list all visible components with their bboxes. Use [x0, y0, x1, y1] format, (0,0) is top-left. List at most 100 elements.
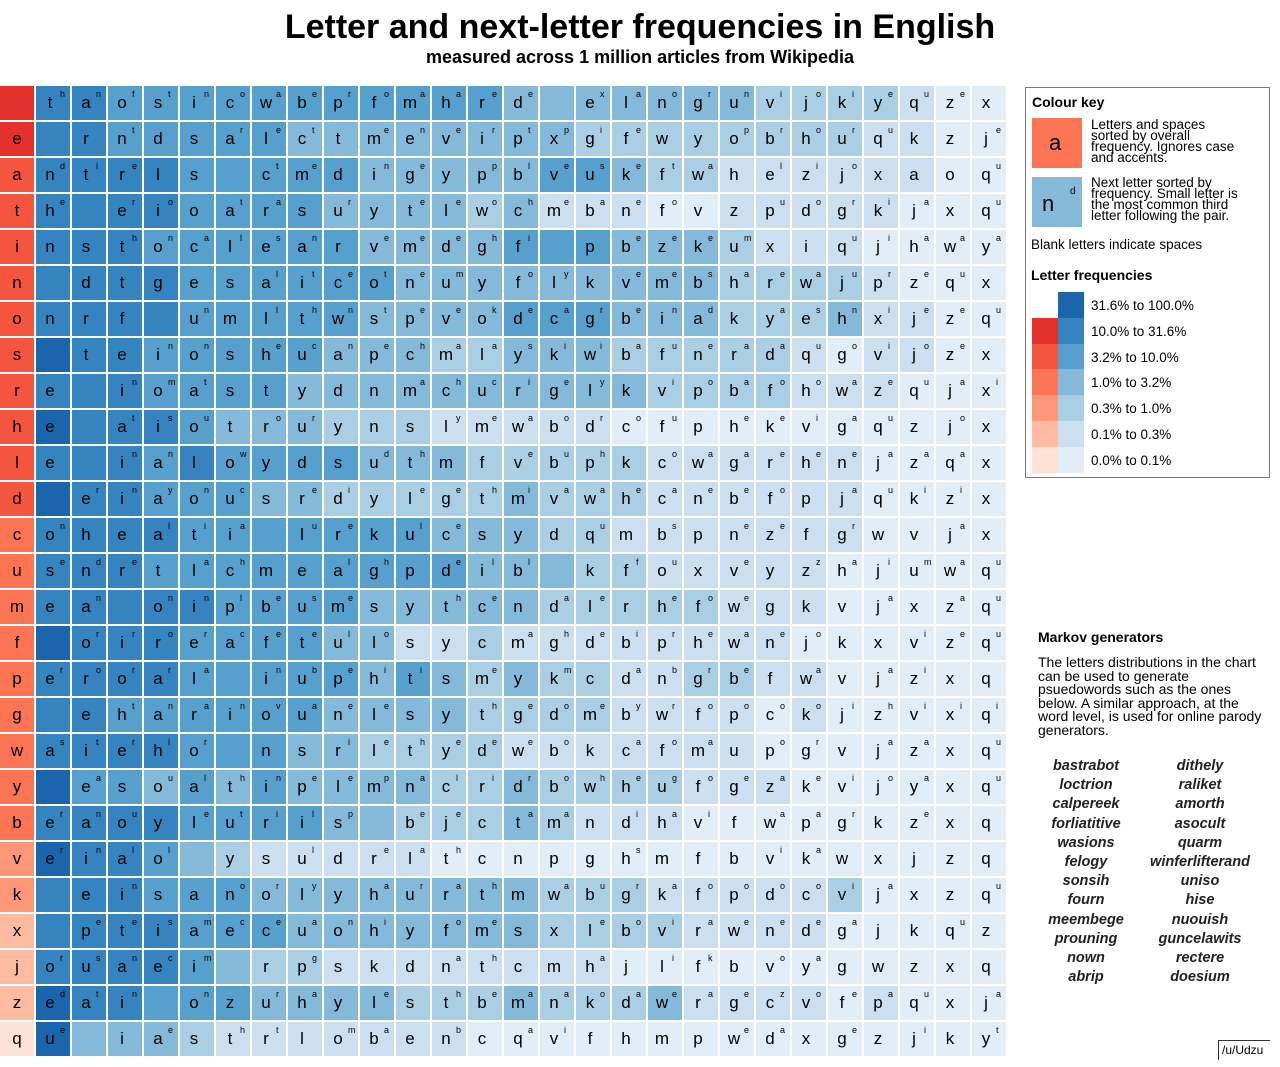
next-letter: v — [837, 597, 847, 616]
row-letter: b — [12, 813, 22, 832]
third-letter: u — [672, 341, 678, 351]
next-letter-cell: d — [72, 266, 106, 300]
third-letter: o — [744, 881, 750, 891]
next-letter-cell: y — [324, 410, 358, 444]
next-letter: r — [767, 273, 773, 292]
blue-bin-swatch — [1058, 369, 1084, 396]
pseudoword: guncelawits — [1158, 930, 1242, 947]
next-letter-cell: c — [576, 662, 610, 696]
next-letter: o — [261, 885, 271, 904]
third-letter: h — [492, 953, 498, 963]
next-letter: j — [840, 273, 844, 292]
next-letter-cell: j — [864, 914, 898, 948]
next-letter: f — [803, 525, 809, 544]
next-letter: x — [981, 525, 991, 544]
third-letter: a — [636, 341, 642, 351]
third-letter: n — [672, 305, 678, 315]
next-letter: a — [81, 93, 91, 112]
next-letter-cell: x — [936, 734, 970, 768]
next-letter: f — [767, 489, 773, 508]
next-letter-cell — [216, 158, 250, 192]
next-letter-cell — [72, 446, 106, 480]
next-letter: p — [369, 345, 379, 364]
third-letter: t — [528, 125, 531, 135]
next-letter-cell: x — [936, 986, 970, 1020]
next-letter-cell: z — [972, 914, 1006, 948]
third-letter: l — [276, 305, 278, 315]
third-letter: d — [384, 449, 390, 459]
next-letter-cell: t — [324, 122, 358, 156]
next-letter: a — [153, 669, 163, 688]
next-letter-cell: c — [468, 626, 502, 660]
row-letter: o — [12, 309, 22, 328]
next-letter: y — [405, 921, 415, 940]
third-letter: g — [312, 953, 318, 963]
third-letter: e — [348, 521, 354, 531]
pseudoword: loctrion — [1059, 777, 1113, 794]
next-letter: h — [837, 309, 847, 328]
third-letter: t — [96, 989, 99, 999]
next-letter-cell — [540, 230, 574, 264]
next-letter: b — [621, 237, 631, 256]
next-letter: s — [297, 201, 307, 220]
next-letter: n — [693, 345, 703, 364]
next-letter: f — [767, 381, 773, 400]
next-letter-cell: q — [972, 950, 1006, 984]
next-letter: h — [657, 597, 667, 616]
next-letter: x — [765, 237, 775, 256]
next-letter: o — [153, 849, 163, 868]
next-letter: a — [153, 453, 163, 472]
next-letter: h — [909, 237, 919, 256]
next-letter-cell: p — [576, 230, 610, 264]
next-letter: p — [765, 741, 775, 760]
next-letter-cell: d — [324, 374, 358, 408]
row-letter: i — [15, 237, 19, 256]
next-letter-cell: k — [936, 1022, 970, 1056]
third-letter: e — [528, 89, 534, 99]
third-letter: a — [744, 341, 750, 351]
letter-frequencies-title: Letter frequencies — [1031, 267, 1153, 283]
third-letter: i — [672, 917, 674, 927]
third-letter: i — [636, 629, 638, 639]
next-letter: g — [693, 93, 703, 112]
next-letter: i — [120, 453, 124, 472]
next-letter-cell: v — [684, 194, 718, 228]
third-letter: r — [60, 665, 63, 675]
third-letter: e — [420, 305, 426, 315]
next-letter: c — [801, 885, 811, 904]
third-letter: e — [348, 269, 354, 279]
next-letter: f — [659, 345, 665, 364]
third-letter: h — [420, 737, 426, 747]
next-letter: k — [765, 417, 775, 436]
next-letter: u — [297, 849, 307, 868]
third-letter: e — [960, 629, 966, 639]
next-letter: b — [549, 453, 559, 472]
third-letter: h — [492, 485, 498, 495]
